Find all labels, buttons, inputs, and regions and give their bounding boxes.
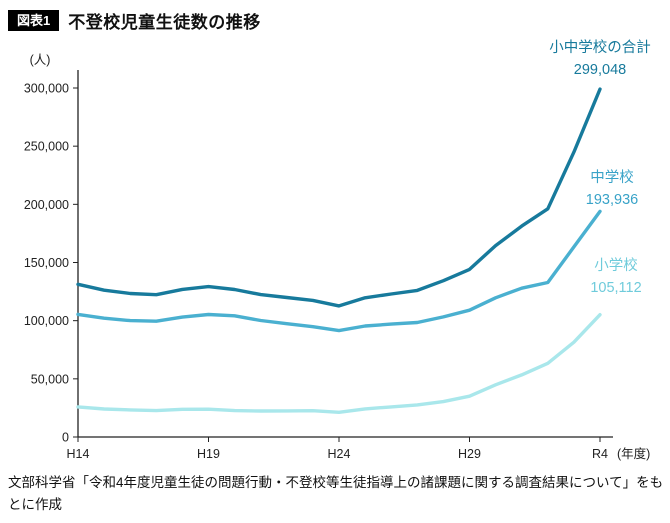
x-axis-unit: (年度)	[617, 446, 650, 461]
series-label-junior-high: 中学校 193,936	[548, 168, 670, 212]
y-tick-label: 100,000	[24, 314, 69, 328]
x-tick-label: H24	[328, 447, 351, 461]
series-line	[76, 313, 602, 414]
x-tick-label: H14	[67, 447, 90, 461]
y-tick-label: 0	[62, 431, 69, 445]
series-value-junior-high: 193,936	[585, 191, 639, 208]
x-tick-label: H19	[197, 447, 220, 461]
series-line	[76, 209, 602, 333]
series-value-total: 299,048	[573, 61, 627, 78]
series-name-junior-high: 中学校	[590, 170, 634, 186]
source-note: 文部科学省「令和4年度児童生徒の問題行動・不登校等生徒指導上の諸課題に関する調査…	[8, 475, 664, 512]
x-tick-label: R4	[592, 447, 608, 461]
figure-number-badge: 図表1	[8, 10, 60, 31]
series-value-elementary: 105,112	[590, 279, 642, 296]
y-tick-label: 300,000	[24, 82, 69, 96]
series-label-elementary: 小学校 105,112	[552, 256, 670, 300]
x-tick-label: H29	[458, 447, 481, 461]
y-axis-unit: (人)	[30, 53, 51, 67]
series-label-total: 小中学校の合計 299,048	[528, 38, 670, 82]
page-title: 不登校児童生徒数の推移	[68, 13, 261, 32]
series-name-total: 小中学校の合計	[549, 40, 651, 56]
y-tick-label: 200,000	[24, 198, 69, 212]
series-line	[76, 87, 602, 308]
chart-header: 図表1 不登校児童生徒数の推移	[8, 8, 261, 33]
y-tick-label: 150,000	[24, 256, 69, 270]
series-name-elementary: 小学校	[594, 258, 638, 274]
y-tick-label: 250,000	[24, 140, 69, 154]
y-tick-label: 50,000	[31, 372, 69, 386]
